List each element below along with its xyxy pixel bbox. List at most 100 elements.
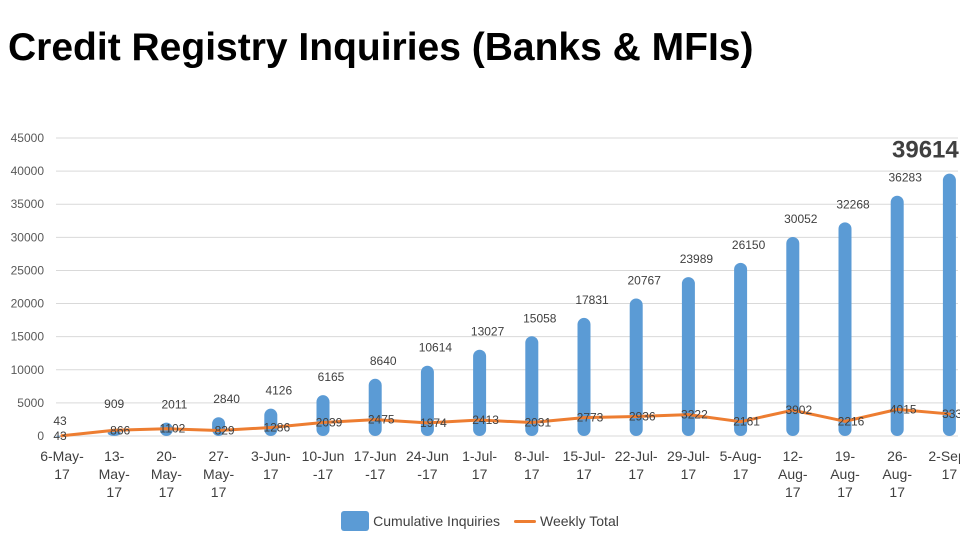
x-tick-label: 24-Jun -17 xyxy=(406,448,449,482)
x-tick-label-line: 3-Jun- xyxy=(251,448,291,464)
bar-data-label: 36283 xyxy=(889,171,923,185)
line-data-label: 43 xyxy=(53,429,67,443)
line-point xyxy=(269,425,273,429)
x-tick-label: 12- Aug- 17 xyxy=(778,448,808,500)
x-tick-label-line: 12- xyxy=(783,448,804,464)
x-tick-label-line: 24-Jun xyxy=(406,448,449,464)
x-tick-label: 6-May- 17 xyxy=(40,448,84,482)
y-tick-label: 35000 xyxy=(11,197,45,211)
x-tick-label: 27- May- 17 xyxy=(203,448,234,500)
x-tick-label-line: 17 xyxy=(628,466,644,482)
x-tick-label: 8-Jul- 17 xyxy=(514,448,549,482)
x-tick-label-line: 17 xyxy=(681,466,697,482)
x-tick-label-line: 6-May- xyxy=(40,448,84,464)
line-point xyxy=(686,413,690,417)
line-data-label: 3222 xyxy=(681,408,708,422)
y-tick-label: 10000 xyxy=(11,363,45,377)
line-data-label: 2936 xyxy=(629,410,656,424)
bar-data-label: 15058 xyxy=(523,311,557,325)
bar xyxy=(681,277,695,436)
bar-data-label: 26150 xyxy=(732,238,766,252)
line-point xyxy=(217,429,221,433)
x-tick-label-line: 17 xyxy=(159,484,175,500)
x-tick-label: 3-Jun- 17 xyxy=(251,448,291,482)
line-data-label: 3331 xyxy=(942,407,960,421)
x-tick-label-line: Aug- xyxy=(882,466,912,482)
bar-data-labels: 43 909 2011 2840 4126 6165 8640 10614 13027 15058… xyxy=(53,137,959,428)
x-tick-label-line: 17 xyxy=(837,484,853,500)
bar xyxy=(890,195,904,436)
x-tick-label-line: -17 xyxy=(417,466,437,482)
x-tick-label-line: Aug- xyxy=(830,466,860,482)
x-tick-label-line: 5-Aug- xyxy=(720,448,762,464)
line-point xyxy=(582,416,586,420)
x-tick-label-line: 17 xyxy=(942,466,958,482)
bar xyxy=(838,222,852,436)
x-tick-label-line: -17 xyxy=(313,466,333,482)
bar-data-label: 39614 xyxy=(892,137,959,164)
line-data-label: 866 xyxy=(110,423,130,437)
x-tick-label-line: 17 xyxy=(576,466,592,482)
x-axis: 6-May-1713-May-1720-May-1727-May-173-Jun… xyxy=(40,448,960,500)
bar-data-label: 30052 xyxy=(784,212,818,226)
line-point xyxy=(843,419,847,423)
bar-data-label: 43 xyxy=(53,414,67,428)
legend-item-cumulative: Cumulative Inquiries xyxy=(341,511,500,531)
x-tick-label-line: 17 xyxy=(785,484,801,500)
line-data-label: 1286 xyxy=(263,420,290,434)
bar xyxy=(368,378,382,436)
line-point xyxy=(112,428,116,432)
bar xyxy=(786,236,800,436)
x-tick-label: 20- May- 17 xyxy=(151,448,182,500)
bar xyxy=(629,298,643,436)
x-tick-label-line: 17 xyxy=(472,466,488,482)
x-tick-label-line: 17-Jun xyxy=(354,448,397,464)
x-tick-label: 2-Sep- 17 xyxy=(928,448,960,482)
x-tick-label-line: 29-Jul- xyxy=(667,448,710,464)
line-point xyxy=(739,420,743,424)
x-tick-label: 22-Jul- 17 xyxy=(615,448,658,482)
chart-title: Credit Registry Inquiries (Banks & MFIs) xyxy=(8,26,754,69)
line-data-label: 2773 xyxy=(577,411,604,425)
bar-data-label: 909 xyxy=(104,397,124,411)
x-tick-label-line: 10-Jun xyxy=(302,448,345,464)
y-tick-label: 0 xyxy=(37,429,44,443)
y-tick-label: 5000 xyxy=(17,396,44,410)
x-tick-label-line: 15-Jul- xyxy=(563,448,606,464)
x-tick-label-line: Aug- xyxy=(778,466,808,482)
x-tick-label-line: 17 xyxy=(211,484,227,500)
bar-data-label: 23989 xyxy=(680,252,714,266)
bar-data-label: 2011 xyxy=(161,398,187,412)
x-tick-label-line: 17 xyxy=(106,484,122,500)
x-tick-label: 19- Aug- 17 xyxy=(830,448,860,500)
legend-label-weekly: Weekly Total xyxy=(539,513,619,529)
bar-series-cumulative-inquiries xyxy=(55,173,956,437)
y-tick-label: 20000 xyxy=(11,297,45,311)
x-tick-label-line: 20- xyxy=(156,448,177,464)
line-point xyxy=(530,421,534,425)
bar xyxy=(473,349,487,436)
y-tick-label: 30000 xyxy=(11,230,45,244)
bar-data-label: 32268 xyxy=(836,197,870,211)
line-data-label: 2161 xyxy=(733,415,760,429)
x-tick-label-line: 13- xyxy=(104,448,125,464)
weekly-total-line xyxy=(60,407,951,438)
x-tick-label-line: 8-Jul- xyxy=(514,448,549,464)
line-data-label: 1974 xyxy=(420,416,447,430)
line-point xyxy=(321,420,325,424)
line-data-label: 2031 xyxy=(524,416,551,430)
line-data-labels: 43 866 1102 829 1286 2039 2475 1974 2413 2031 2773… xyxy=(53,402,960,443)
x-tick-label: 26- Aug- 17 xyxy=(882,448,912,500)
line-point xyxy=(947,412,951,416)
bar-data-label: 10614 xyxy=(419,341,453,355)
x-tick-label: 15-Jul- 17 xyxy=(563,448,606,482)
line-data-label: 2039 xyxy=(316,415,343,429)
line-data-label: 2475 xyxy=(368,413,395,427)
y-tick-label: 25000 xyxy=(11,263,45,277)
x-tick-label-line: 1-Jul- xyxy=(462,448,497,464)
legend-label-cumulative: Cumulative Inquiries xyxy=(373,513,500,529)
x-tick-label-line: 17 xyxy=(733,466,749,482)
bar-data-label: 20767 xyxy=(628,273,662,287)
line-series-weekly-total xyxy=(60,407,951,438)
line-point xyxy=(373,418,377,422)
